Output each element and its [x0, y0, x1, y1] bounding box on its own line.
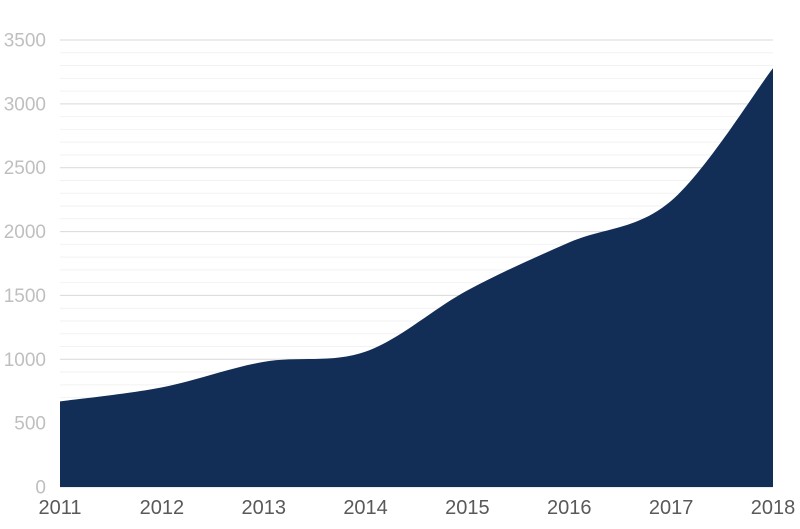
- y-axis-label: 1500: [4, 286, 46, 307]
- y-axis-label: 2500: [4, 158, 46, 179]
- y-axis-label: 1000: [4, 350, 46, 371]
- x-axis-label: 2015: [445, 497, 490, 519]
- x-axis-label: 2018: [751, 497, 796, 519]
- x-axis-label: 2016: [547, 497, 592, 519]
- y-axis-label: 3500: [4, 31, 46, 52]
- x-axis-label: 2014: [343, 497, 388, 519]
- area-series: [60, 68, 773, 488]
- y-axis-label: 3000: [4, 94, 46, 115]
- y-axis-label: 500: [14, 414, 46, 435]
- x-axis-label: 2013: [241, 497, 286, 519]
- x-axis-label: 2011: [38, 497, 81, 519]
- y-axis-label: 0: [35, 478, 46, 499]
- x-axis-label: 2012: [140, 497, 185, 519]
- x-axis-label: 2017: [649, 497, 694, 519]
- y-axis-label: 2000: [4, 222, 46, 243]
